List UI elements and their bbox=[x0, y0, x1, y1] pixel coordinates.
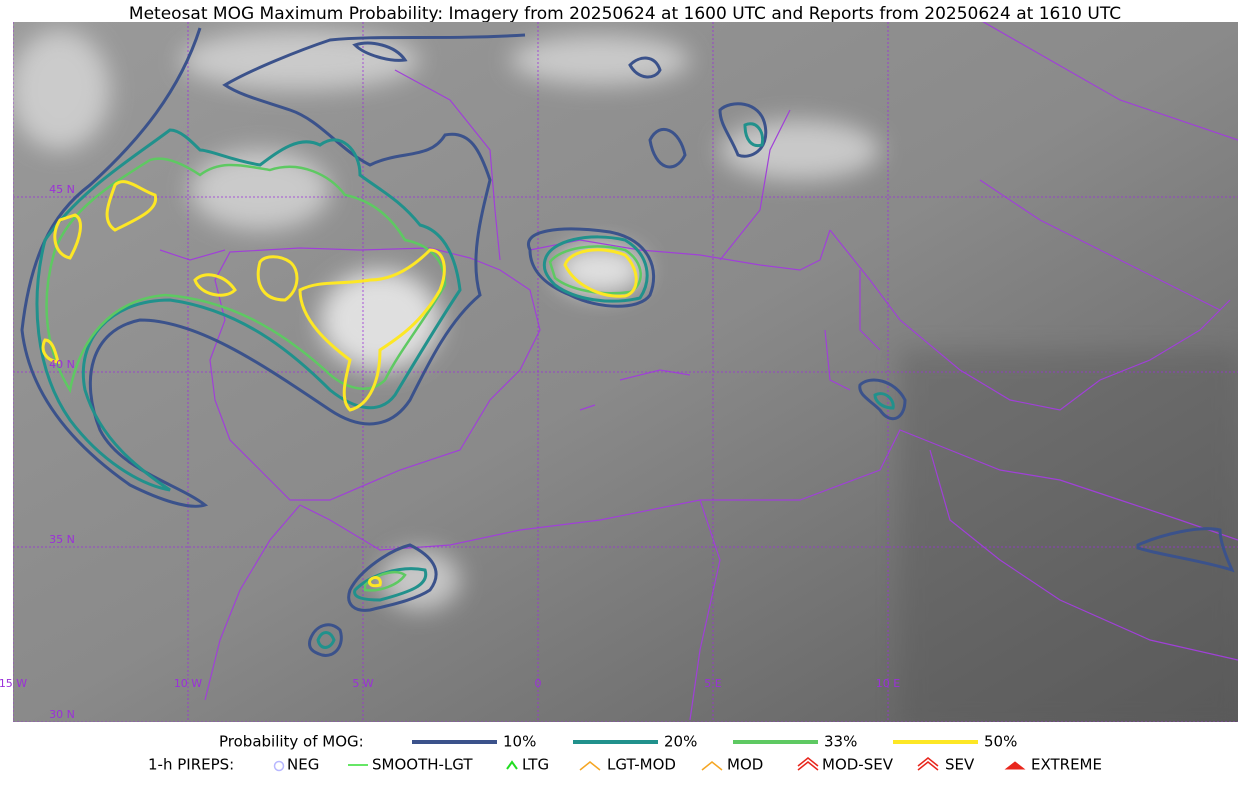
map bbox=[13, 22, 1238, 722]
lon-label: 0 bbox=[535, 677, 542, 690]
lat-label: 40 N bbox=[49, 358, 75, 371]
lon-label: 5 E bbox=[704, 677, 721, 690]
legend-label: EXTREME bbox=[1031, 756, 1102, 774]
contours bbox=[20, 27, 1235, 657]
legend-label: SEV bbox=[945, 756, 975, 774]
title: Meteosat MOG Maximum Probability: Imager… bbox=[129, 4, 1121, 24]
legend-label: LGT-MOD bbox=[607, 756, 676, 774]
legend-label: MOD bbox=[727, 756, 763, 774]
pirep-icon bbox=[579, 761, 601, 771]
pirep-icon bbox=[273, 760, 285, 772]
legend-label: LTG bbox=[522, 756, 549, 774]
pirep-icon bbox=[797, 757, 819, 767]
legend-label: SMOOTH-LGT bbox=[372, 756, 473, 774]
legend-label: 10% bbox=[503, 733, 536, 751]
lat-label: 30 N bbox=[49, 708, 75, 721]
legend-label: 50% bbox=[984, 733, 1017, 751]
legend-label: 33% bbox=[824, 733, 857, 751]
clouds bbox=[13, 30, 880, 610]
lat-label: 35 N bbox=[49, 533, 75, 546]
lon-label: 5 W bbox=[352, 677, 373, 690]
lon-label: 10 E bbox=[876, 677, 900, 690]
pirep-icon bbox=[506, 760, 518, 770]
pirep-icon bbox=[917, 757, 939, 767]
pirep-icon bbox=[701, 761, 723, 771]
legend-label: 20% bbox=[664, 733, 697, 751]
graticule bbox=[13, 22, 1238, 722]
legend-label: MOD-SEV bbox=[822, 756, 894, 774]
lat-label: 45 N bbox=[49, 183, 75, 196]
lon-label: 10 W bbox=[174, 677, 202, 690]
legend: Probability of MOG: 10% 20% 33% 50% 1-h PIREP… bbox=[148, 733, 1102, 774]
pirep-icon bbox=[1004, 761, 1026, 770]
lon-label: 15 W bbox=[0, 677, 27, 690]
pirep-icon bbox=[917, 761, 939, 771]
legend-label: NEG bbox=[287, 756, 319, 774]
legend-title: Probability of MOG: bbox=[219, 733, 364, 751]
legend-title: 1-h PIREPS: bbox=[148, 756, 234, 774]
pirep-icon bbox=[797, 761, 819, 771]
